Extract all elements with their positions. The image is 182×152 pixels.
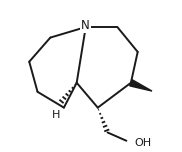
Polygon shape (130, 80, 152, 91)
Text: N: N (81, 19, 90, 32)
Text: OH: OH (134, 138, 151, 148)
Text: H: H (52, 110, 61, 120)
